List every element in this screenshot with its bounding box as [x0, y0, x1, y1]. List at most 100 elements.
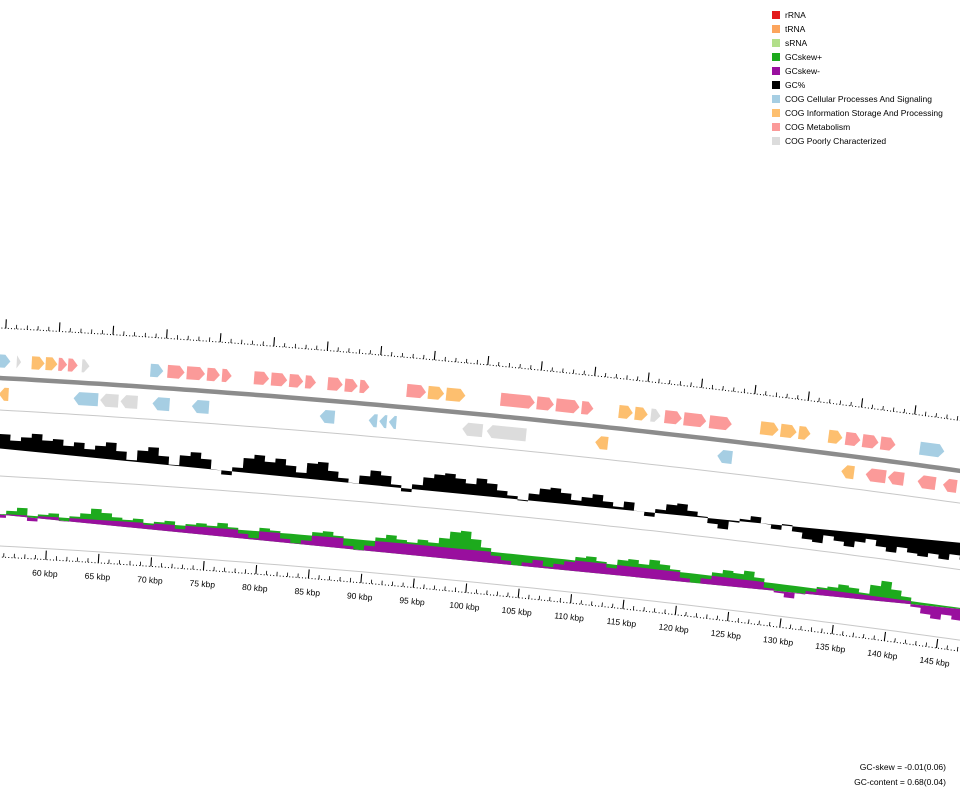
inner-kbp-ruler: [0, 550, 960, 652]
legend-label: GC%: [785, 80, 806, 90]
legend: rRNA tRNA sRNA GCskew+ GCskew- GC% COG Cellula…: [772, 8, 943, 148]
gene-arrow-forward: [634, 406, 648, 421]
legend-swatch-cog_poor: [772, 137, 780, 145]
gene-arrow-forward: [31, 356, 45, 370]
legend-label: GCskew+: [785, 52, 823, 62]
gene-arrow-forward: [253, 371, 270, 385]
legend-label: COG Metabolism: [785, 122, 851, 132]
gene-arrow-forward: [0, 354, 11, 368]
gene-arrow-forward: [81, 359, 90, 373]
gene-arrow-reverse: [462, 422, 484, 438]
gene-arrow-forward: [919, 441, 945, 458]
gene-arrow-forward: [288, 374, 304, 388]
kbp-label: 70 kbp: [137, 574, 163, 586]
legend-swatch-gcskew_plus: [772, 53, 780, 61]
legend-label: COG Poorly Characterized: [785, 136, 887, 146]
legend-swatch-gcskew_minus: [772, 67, 780, 75]
gc-percent-series: [0, 433, 960, 560]
gc-skew-stat: GC-skew = -0.01(0.06): [859, 762, 946, 772]
gene-arrow-reverse: [917, 475, 937, 490]
legend-item: tRNA: [772, 22, 943, 36]
gene-arrow-forward: [759, 421, 779, 436]
kbp-label: 135 kbp: [815, 641, 847, 655]
legend-swatch-srna: [772, 39, 780, 47]
gene-arrow-reverse: [152, 397, 170, 412]
kbp-label: 110 kbp: [554, 610, 585, 623]
gene-arrow-reverse: [100, 393, 119, 408]
legend-swatch-trna: [772, 25, 780, 33]
gene-arrow-forward: [683, 412, 707, 428]
legend-item: GC%: [772, 78, 943, 92]
gene-arrow-forward: [344, 378, 358, 393]
gene-arrow-forward: [221, 368, 232, 383]
kbp-label: 65 kbp: [84, 571, 110, 583]
gene-arrow-reverse: [0, 387, 9, 401]
kbp-label: 105 kbp: [501, 605, 532, 618]
ruler-major-ticks: [5, 319, 917, 415]
gc-content-stat: GC-content = 0.68(0.04): [854, 777, 946, 787]
gene-arrow-reverse: [379, 415, 388, 429]
gc-stats: GC-skew = -0.01(0.06) GC-content = 0.68(…: [854, 760, 946, 790]
legend-item: COG Information Storage And Processing: [772, 106, 943, 120]
gene-arrow-forward: [618, 405, 633, 419]
legend-label: COG Information Storage And Processing: [785, 108, 943, 118]
gene-arrow-forward: [206, 367, 220, 382]
gene-arrow-forward: [779, 423, 797, 438]
gene-arrow-reverse: [319, 410, 336, 424]
gene-arrow-forward: [16, 355, 22, 369]
gene-arrow-forward: [406, 383, 426, 399]
gene-arrow-forward: [879, 436, 896, 451]
legend-item: COG Cellular Processes And Signaling: [772, 92, 943, 106]
kbp-label: 100 kbp: [449, 600, 480, 613]
gene-arrow-forward: [581, 401, 594, 415]
legend-item: GCskew-: [772, 64, 943, 78]
kbp-label: 95 kbp: [399, 595, 426, 607]
gene-arrow-reverse: [388, 415, 397, 430]
kbp-labels: 60 kbp 65 kbp 70 kbp 75 kbp 80 kbp 85 kbp 90 k…: [32, 568, 951, 669]
gene-arrow-reverse: [887, 471, 905, 486]
gene-arrow-forward: [359, 379, 370, 394]
kbp-label: 75 kbp: [189, 578, 215, 590]
legend-item: sRNA: [772, 36, 943, 50]
gene-arrow-forward: [650, 408, 661, 422]
legend-item: GCskew+: [772, 50, 943, 64]
gene-arrow-forward: [45, 357, 58, 371]
kbp-label: 115 kbp: [606, 616, 637, 629]
legend-label: GCskew-: [785, 66, 820, 76]
genome-backbone: [0, 375, 960, 474]
gene-arrow-forward: [844, 431, 861, 446]
legend-swatch-rrna: [772, 11, 780, 19]
legend-label: rRNA: [785, 10, 806, 20]
gc-percent-plot: [0, 433, 960, 560]
gene-arrow-reverse: [717, 450, 733, 464]
kbp-label: 130 kbp: [763, 634, 795, 648]
gene-arrow-forward: [664, 410, 682, 425]
kbp-label: 120 kbp: [658, 622, 689, 635]
gene-arrow-forward: [270, 372, 288, 387]
gene-arrow-forward: [327, 377, 343, 391]
kbp-label: 145 kbp: [919, 655, 951, 669]
gene-arrow-reverse: [120, 395, 138, 409]
gene-arrow-forward: [536, 396, 554, 411]
legend-item: COG Poorly Characterized: [772, 134, 943, 148]
gene-arrow-reverse: [595, 436, 609, 450]
gene-arrow-forward: [500, 392, 535, 409]
reverse-strand-track: [0, 387, 958, 493]
kbp-label: 85 kbp: [294, 586, 321, 598]
legend-swatch-cog_cellular: [772, 95, 780, 103]
gene-arrow-forward: [861, 434, 879, 449]
genome-backbone-line: [0, 375, 960, 474]
gene-arrow-forward: [67, 358, 78, 372]
gene-arrow-forward: [827, 429, 843, 444]
kbp-label: 90 kbp: [347, 590, 374, 602]
gene-arrow-reverse: [943, 478, 958, 493]
gene-arrow-forward: [427, 385, 445, 400]
gc-skew-plot: [0, 507, 960, 621]
gene-arrow-reverse: [368, 414, 378, 428]
gene-arrow-forward: [186, 366, 205, 381]
legend-swatch-gc_percent: [772, 81, 780, 89]
gene-arrow-forward: [708, 415, 732, 431]
kbp-label: 140 kbp: [867, 647, 899, 661]
kbp-label: 60 kbp: [32, 568, 58, 580]
